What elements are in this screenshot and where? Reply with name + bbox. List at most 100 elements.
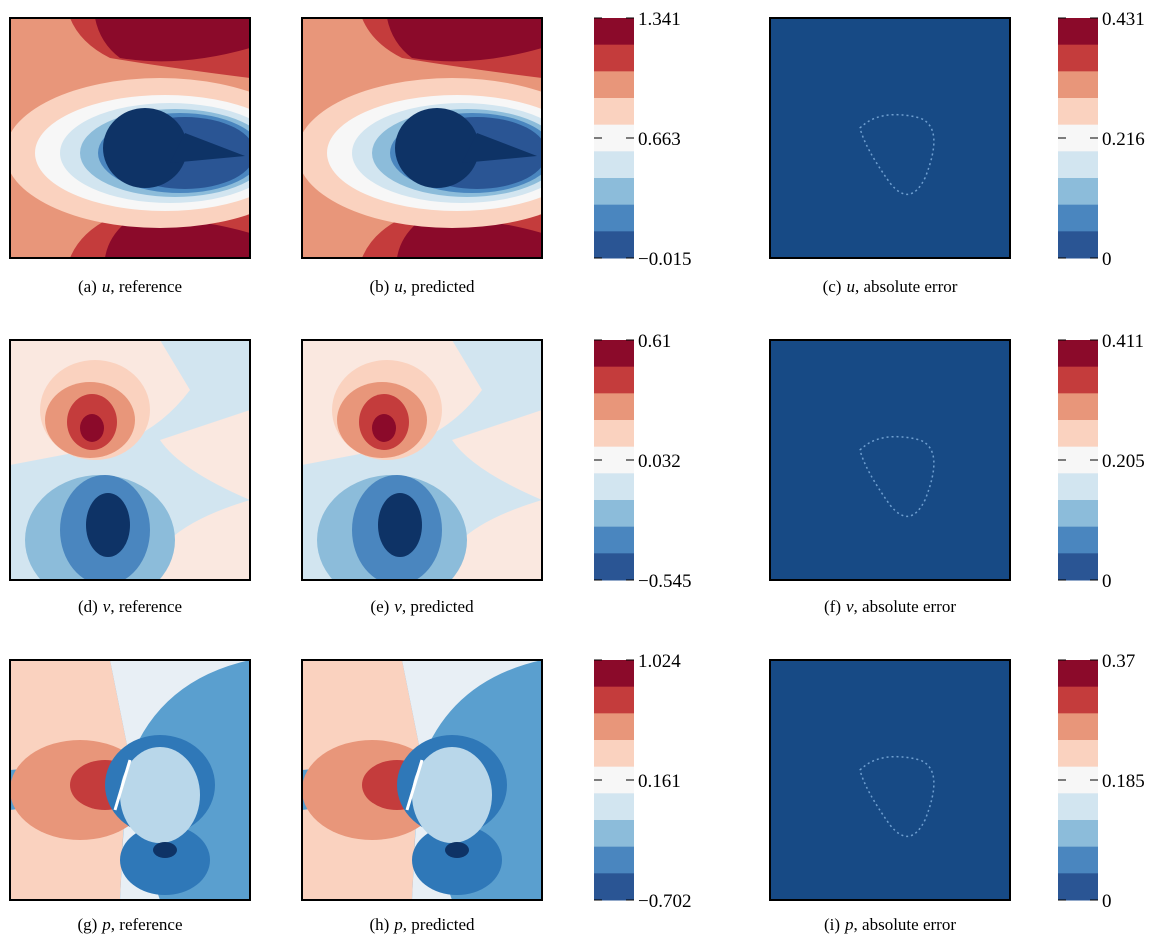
colorbar-bin xyxy=(594,71,634,99)
colorbar-tick-label: 0.411 xyxy=(1102,331,1144,352)
field-image xyxy=(302,340,542,605)
caption-variable: p xyxy=(101,915,111,934)
caption-text: , reference xyxy=(110,597,182,616)
panel xyxy=(302,660,542,900)
caption-variable: v xyxy=(394,597,402,616)
field-image xyxy=(770,340,1010,580)
colorbar-bin xyxy=(594,393,634,421)
colorbar-bin xyxy=(594,660,634,688)
colorbar-bin xyxy=(594,553,634,581)
colorbar-tick-label: −0.702 xyxy=(638,891,691,912)
colorbar-bin xyxy=(594,820,634,848)
panel-border xyxy=(301,659,543,901)
colorbar-bin xyxy=(1058,366,1098,394)
caption-tag: (g) xyxy=(77,915,97,934)
colorbar-bin xyxy=(594,713,634,741)
colorbar-bin xyxy=(1058,178,1098,206)
colorbar-bin xyxy=(594,873,634,901)
caption: (f) v, absolute error xyxy=(824,597,956,616)
caption-variable: p xyxy=(844,915,854,934)
colorbar-tick-label: −0.015 xyxy=(638,249,691,270)
colorbar-tick-label: 0.032 xyxy=(638,451,681,472)
caption-tag: (d) xyxy=(78,597,98,616)
caption-tag: (c) xyxy=(823,277,842,296)
caption-text: , absolute error xyxy=(854,597,957,616)
panel-border xyxy=(769,339,1011,581)
colorbar-bin xyxy=(594,178,634,206)
caption-text: , predicted xyxy=(403,277,475,296)
colorbar-tick-label: 0.185 xyxy=(1102,771,1145,792)
caption-text: , predicted xyxy=(403,915,475,934)
colorbar-bin xyxy=(1058,713,1098,741)
colorbar-tick-label: −0.545 xyxy=(638,571,691,592)
colorbar-tick-label: 0.161 xyxy=(638,771,681,792)
colorbar-bin xyxy=(1058,500,1098,528)
caption-tag: (e) xyxy=(370,597,389,616)
colorbar-bin xyxy=(594,340,634,368)
caption: (c) u, absolute error xyxy=(823,277,958,296)
colorbar-bin xyxy=(594,420,634,448)
caption-tag: (b) xyxy=(369,277,389,296)
colorbar-tick-label: 0 xyxy=(1102,891,1112,912)
field-image xyxy=(770,660,1010,900)
caption-text: , reference xyxy=(110,277,182,296)
colorbar-bin xyxy=(1058,820,1098,848)
field-image xyxy=(297,18,607,258)
panel xyxy=(9,339,251,605)
caption-variable: u xyxy=(102,277,111,296)
caption-text: , reference xyxy=(111,915,183,934)
field-image xyxy=(5,18,315,258)
caption: (e) v, predicted xyxy=(370,597,474,616)
colorbar-bin xyxy=(594,366,634,394)
caption: (a) u, reference xyxy=(78,277,182,296)
colorbar-bin xyxy=(1058,873,1098,901)
caption-variable: p xyxy=(393,915,403,934)
colorbar-bin xyxy=(1058,526,1098,554)
caption: (i) p, absolute error xyxy=(824,915,956,934)
colorbar-bin xyxy=(594,846,634,874)
field-image xyxy=(302,660,542,900)
field-image xyxy=(10,340,250,605)
caption: (g) p, reference xyxy=(77,915,182,934)
colorbar-bin xyxy=(1058,18,1098,46)
caption-variable: u xyxy=(394,277,403,296)
colorbar-tick-label: 0.205 xyxy=(1102,451,1145,472)
caption-variable: v xyxy=(846,597,854,616)
caption: (h) p, predicted xyxy=(369,915,475,934)
panel-border xyxy=(9,659,251,901)
panel-border xyxy=(769,17,1011,259)
colorbar: 0.37 0.185 0 xyxy=(1058,651,1145,912)
caption-tag: (i) xyxy=(824,915,840,934)
colorbar-tick-label: 1.341 xyxy=(638,9,681,30)
colorbar: 0.61 0.032 −0.545 xyxy=(594,331,691,592)
colorbar-bin xyxy=(594,98,634,126)
colorbar-bin xyxy=(594,44,634,72)
colorbar-tick-label: 0.37 xyxy=(1102,651,1135,672)
colorbar-bin xyxy=(594,500,634,528)
colorbar: 1.341 0.663 −0.015 xyxy=(594,9,691,270)
panel-border xyxy=(769,659,1011,901)
colorbar-bin xyxy=(1058,98,1098,126)
colorbar-bin xyxy=(594,526,634,554)
colorbar-bin xyxy=(1058,553,1098,581)
colorbar-bin xyxy=(1058,846,1098,874)
colorbar-bin xyxy=(594,18,634,46)
panel xyxy=(769,17,1011,259)
caption-text: , absolute error xyxy=(855,277,958,296)
panel-border xyxy=(9,339,251,581)
colorbar-bin xyxy=(594,740,634,768)
colorbar-bin xyxy=(1058,204,1098,232)
colorbar-bin xyxy=(594,231,634,259)
colorbar-bin xyxy=(594,204,634,232)
panel-border xyxy=(9,17,251,259)
colorbar: 0.411 0.205 0 xyxy=(1058,331,1145,592)
colorbar-bin xyxy=(1058,231,1098,259)
colorbar-tick-label: 1.024 xyxy=(638,651,681,672)
colorbar-bin xyxy=(1058,740,1098,768)
colorbar-tick-label: 0.216 xyxy=(1102,129,1145,150)
colorbar-bin xyxy=(1058,340,1098,368)
caption-text: , absolute error xyxy=(854,915,957,934)
caption-tag: (f) xyxy=(824,597,841,616)
colorbar-bin xyxy=(1058,71,1098,99)
